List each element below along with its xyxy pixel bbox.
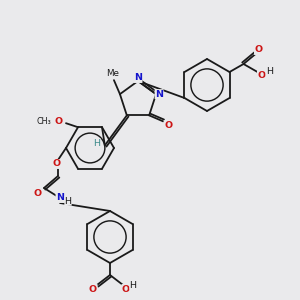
Text: O: O <box>34 188 42 197</box>
Text: CH₃: CH₃ <box>37 117 51 126</box>
Text: H: H <box>266 67 273 76</box>
Text: H: H <box>64 196 71 206</box>
Text: H: H <box>130 280 136 290</box>
Text: N: N <box>134 74 142 82</box>
Text: O: O <box>122 284 130 293</box>
Text: Me: Me <box>106 69 119 78</box>
Text: O: O <box>55 117 63 126</box>
Text: N: N <box>56 194 64 202</box>
Text: O: O <box>257 70 266 80</box>
Text: O: O <box>89 284 97 293</box>
Text: N: N <box>155 90 163 99</box>
Text: O: O <box>53 160 61 169</box>
Text: H: H <box>93 139 100 148</box>
Text: O: O <box>164 121 172 130</box>
Text: O: O <box>254 46 262 55</box>
